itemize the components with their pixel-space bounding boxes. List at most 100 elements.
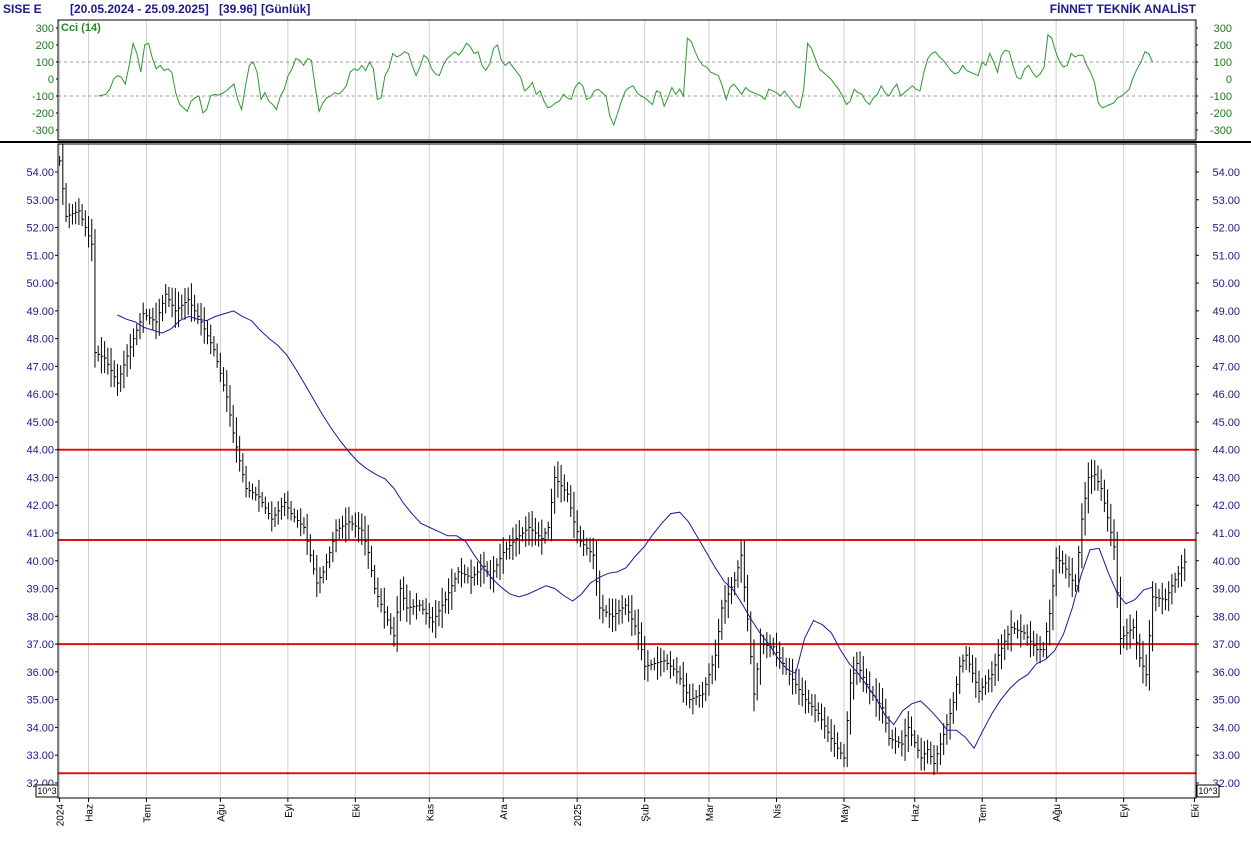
x-tick-label: Ağu [1052, 804, 1063, 822]
x-tick-label: Kas [425, 804, 436, 821]
cci-y-tick-left: -300 [32, 125, 54, 137]
price-panel-frame [57, 143, 1197, 799]
moving-average-line [117, 310, 1153, 750]
price-y-tick-left: 43.00 [26, 472, 54, 484]
price-y-tick-right: 33.00 [1212, 750, 1240, 762]
panel-frames [0, 19, 1251, 799]
y-tick-labels: 300 300 200 200 100 100 0 0 -100 -100 -200 -200 -300… [26, 23, 1240, 790]
cci-y-tick-left: -100 [32, 91, 54, 103]
price-y-tick-right: 38.00 [1212, 611, 1240, 623]
price-y-tick-right: 47.00 [1212, 361, 1240, 373]
cci-y-tick-left: 200 [36, 40, 54, 52]
x-tick-label: Mar [705, 803, 716, 821]
price-y-tick-left: 48.00 [26, 334, 54, 346]
price-y-tick-left: 35.00 [26, 695, 54, 707]
price-y-tick-right: 41.00 [1212, 528, 1240, 540]
price-y-tick-right: 45.00 [1212, 417, 1240, 429]
price-y-tick-right: 37.00 [1212, 639, 1240, 651]
price-y-tick-right: 42.00 [1212, 500, 1240, 512]
price-y-tick-right: 46.00 [1212, 389, 1240, 401]
price-bars [59, 144, 1187, 776]
cci-line [98, 33, 1154, 127]
price-y-tick-left: 39.00 [26, 584, 54, 596]
price-y-tick-left: 37.00 [26, 639, 54, 651]
price-y-tick-left: 47.00 [26, 361, 54, 373]
header-period: [Günlük] [261, 2, 310, 16]
price-y-tick-left: 49.00 [26, 306, 54, 318]
cci-y-tick-left: 300 [36, 23, 54, 35]
price-y-tick-right: 51.00 [1212, 250, 1240, 262]
price-y-tick-right: 53.00 [1212, 195, 1240, 207]
x-tick-labels: 2024 Haz Tem Ağu Eyl Eki Kas Ara 2025 Şub Mar Nis Ma… [56, 798, 1201, 827]
price-y-tick-right: 44.00 [1212, 445, 1240, 457]
price-y-tick-right: 48.00 [1212, 334, 1240, 346]
x-tick-label: Eyl [284, 804, 295, 818]
header-range: [20.05.2024 - 25.09.2025] [70, 2, 209, 16]
price-y-tick-right: 50.00 [1212, 278, 1240, 290]
cci-y-tick-left: -200 [32, 108, 54, 120]
header-brand: FİNNET TEKNİK ANALİST [1050, 1, 1197, 16]
cci-y-tick-right: 200 [1214, 40, 1232, 52]
x-tick-label: May [840, 804, 851, 823]
cci-y-tick-right: -300 [1210, 125, 1232, 137]
x-tick-label: Haz [911, 804, 922, 822]
price-y-tick-left: 41.00 [26, 528, 54, 540]
x-tick-label: Ağu [216, 804, 227, 822]
price-y-tick-left: 51.00 [26, 250, 54, 262]
cci-y-tick-right: -100 [1210, 91, 1232, 103]
price-y-tick-right: 39.00 [1212, 584, 1240, 596]
x-tick-label: Şub [641, 804, 652, 822]
cci-y-tick-left: 0 [48, 74, 54, 86]
price-y-tick-left: 38.00 [26, 611, 54, 623]
price-y-tick-right: 35.00 [1212, 695, 1240, 707]
price-y-tick-right: 34.00 [1212, 722, 1240, 734]
price-y-tick-left: 42.00 [26, 500, 54, 512]
price-y-tick-left: 53.00 [26, 195, 54, 207]
cci-y-tick-left: 100 [36, 57, 54, 69]
multiplier-box-right [1196, 784, 1220, 798]
price-y-tick-left: 50.00 [26, 278, 54, 290]
x-tick-label: 2024 [56, 804, 67, 827]
price-y-tick-left: 40.00 [26, 556, 54, 568]
cci-panel-grid [58, 20, 1196, 140]
price-y-tick-right: 54.00 [1212, 167, 1240, 179]
price-y-tick-left: 33.00 [26, 750, 54, 762]
x-tick-label: 2025 [573, 804, 584, 827]
cci-series [98, 33, 1154, 127]
multiplier-left: 10^3 [37, 786, 56, 796]
cci-panel-frame [57, 19, 1197, 141]
price-y-tick-left: 45.00 [26, 417, 54, 429]
price-y-tick-right: 36.00 [1212, 667, 1240, 679]
price-y-tick-left: 36.00 [26, 667, 54, 679]
price-y-tick-right: 52.00 [1212, 223, 1240, 235]
cci-y-tick-right: 100 [1214, 57, 1232, 69]
price-y-tick-left: 46.00 [26, 389, 54, 401]
cci-y-tick-right: -200 [1210, 108, 1232, 120]
price-y-tick-right: 43.00 [1212, 472, 1240, 484]
header-symbol: SISE E [3, 2, 42, 16]
header-last: [39.96] [219, 2, 257, 16]
x-tick-label: Eki [1190, 804, 1201, 818]
x-tick-label: Haz [85, 804, 96, 822]
cci-y-tick-right: 300 [1214, 23, 1232, 35]
x-tick-label: Tem [142, 804, 153, 823]
x-tick-label: Eyl [1120, 804, 1131, 818]
multiplier-box-left [35, 784, 59, 798]
price-y-tick-left: 44.00 [26, 445, 54, 457]
cci-title: Cci (14) [61, 22, 101, 34]
price-y-tick-right: 49.00 [1212, 306, 1240, 318]
price-y-tick-right: 40.00 [1212, 556, 1240, 568]
price-y-tick-left: 52.00 [26, 223, 54, 235]
cci-y-tick-right: 0 [1226, 74, 1232, 86]
x-tick-label: Ara [499, 804, 510, 820]
x-tick-label: Tem [978, 804, 989, 823]
x-tick-label: Eki [351, 804, 362, 818]
x-tick-label: Nis [772, 804, 783, 818]
price-y-tick-left: 34.00 [26, 722, 54, 734]
price-reference-lines [58, 448, 1196, 775]
multiplier-right: 10^3 [1198, 786, 1217, 796]
moving-average [117, 310, 1153, 750]
price-y-tick-left: 54.00 [26, 167, 54, 179]
